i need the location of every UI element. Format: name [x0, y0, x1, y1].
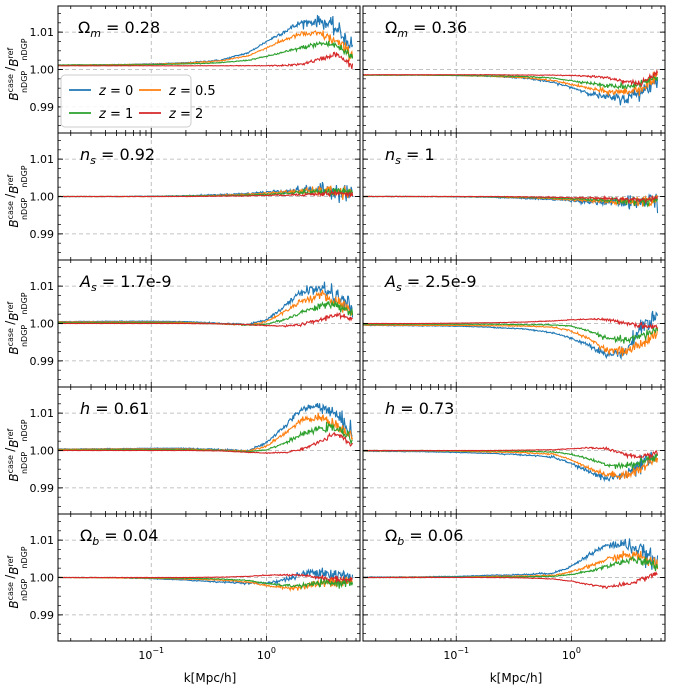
panel-title: ns = 1	[385, 145, 435, 167]
panel-title: As = 2.5e-9	[384, 272, 477, 294]
series-group	[363, 68, 659, 106]
series-line-z0	[363, 450, 658, 483]
legend-label: z = 0	[98, 84, 133, 99]
y-tick-label: 0.99	[30, 101, 55, 114]
ticks	[363, 260, 665, 387]
panel-title: Ωb = 0.06	[385, 526, 463, 548]
series-line-z1	[363, 449, 659, 470]
y-tick-label: 1.01	[30, 280, 55, 293]
panel-2: Ωm = 0.36	[362, 5, 666, 134]
series-line-z1	[363, 323, 659, 344]
x-tick-label: 100	[562, 646, 581, 662]
series-line-z2	[363, 68, 659, 88]
x-tick-label: 100	[257, 646, 276, 662]
y-tick-label: 0.99	[30, 482, 55, 495]
y-tick-label: 1.00	[30, 572, 55, 585]
x-tick-label: 10−1	[138, 646, 164, 662]
grid	[363, 6, 665, 133]
series-line-z2	[58, 189, 354, 198]
series-group	[363, 538, 659, 590]
panel-title: h = 0.61	[80, 399, 149, 418]
legend-label: z = 1	[98, 107, 133, 122]
x-axis-label-right: k[Mpc/h]	[490, 671, 543, 685]
panel-title: ns = 0.92	[80, 145, 155, 167]
y-tick-label: 1.01	[30, 26, 55, 39]
series-line-z0	[58, 281, 354, 327]
panel-title: Ωb = 0.04	[80, 526, 158, 548]
series-line-z2	[363, 194, 659, 205]
y-tick-label: 1.01	[30, 534, 55, 547]
panel-title: Ωm = 0.36	[385, 18, 467, 40]
ticks	[363, 387, 665, 514]
series-group	[363, 193, 659, 214]
series-group	[58, 14, 354, 70]
series-line-z1	[58, 421, 353, 453]
series-group	[363, 446, 659, 483]
series-line-z0.5	[58, 289, 354, 327]
y-tick-label: 0.99	[30, 609, 55, 622]
series-line-z2	[58, 573, 353, 584]
panel-8: h = 0.73	[362, 386, 666, 515]
y-axis-label: Bcase nDGP/Bref nDGP	[3, 38, 29, 100]
y-tick-label: 0.99	[30, 228, 55, 241]
legend-label: z = 2	[168, 107, 203, 122]
panel-6: As = 2.5e-9	[362, 259, 666, 388]
y-tick-label: 0.99	[30, 355, 55, 368]
series-group	[58, 281, 354, 328]
y-axis-label: Bcase nDGP/Bref nDGP	[3, 419, 29, 481]
y-tick-label: 1.00	[30, 191, 55, 204]
y-tick-label: 1.00	[30, 318, 55, 331]
series-line-z2	[363, 316, 658, 329]
series-group	[58, 402, 354, 455]
y-tick-label: 1.01	[30, 407, 55, 420]
series-line-z2	[363, 570, 658, 590]
series-group	[58, 181, 354, 203]
y-axis-label: Bcase nDGP/Bref nDGP	[3, 292, 29, 354]
x-axis-label-left: k[Mpc/h]	[184, 671, 237, 685]
series-line-z2	[58, 51, 354, 70]
series-line-z0	[363, 538, 659, 579]
legend-label: z = 0.5	[168, 84, 216, 99]
ticks	[58, 514, 360, 641]
y-tick-label: 1.00	[30, 445, 55, 458]
series-line-z2	[58, 311, 353, 328]
y-tick-label: 1.01	[30, 153, 55, 166]
ticks	[58, 260, 360, 387]
series-line-z0.5	[363, 324, 659, 357]
series-line-z2	[363, 446, 659, 460]
series-line-z2	[58, 432, 354, 455]
series-line-z1	[58, 40, 354, 66]
series-line-z0.5	[58, 412, 354, 453]
panel-4: ns = 1	[362, 132, 666, 261]
panel-title: As = 1.7e-9	[79, 272, 172, 294]
panel-title: Ωm = 0.28	[78, 18, 160, 40]
panel-title: h = 0.73	[385, 399, 454, 418]
panel-10: 10−1 100 Ωb = 0.06	[362, 513, 666, 662]
y-axis-label: Bcase nDGP/Bref nDGP	[3, 165, 29, 227]
y-axis-label: Bcase nDGP/Bref nDGP	[3, 546, 29, 608]
ticks	[363, 514, 665, 641]
x-axis-labels: k[Mpc/h] k[Mpc/h]	[184, 671, 543, 685]
series-group	[58, 567, 354, 592]
y-tick-label: 1.00	[30, 64, 55, 77]
series-group	[363, 310, 659, 361]
legend: z = 0 z = 0.5 z = 1 z = 2	[60, 74, 216, 128]
x-tick-label: 10−1	[443, 646, 469, 662]
legend-box	[60, 74, 192, 128]
ticks	[363, 133, 665, 260]
